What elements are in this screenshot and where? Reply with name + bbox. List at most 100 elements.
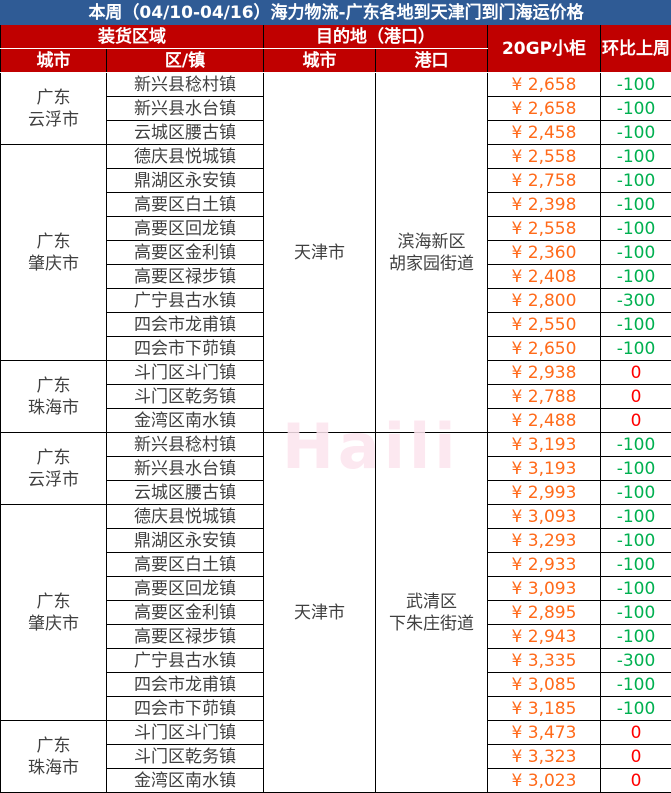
price-20gp: ¥ 2,938	[487, 360, 601, 385]
header-city: 城市	[0, 48, 107, 73]
table-row: 四会市下茆镇 ¥ 3,185 -100	[1, 696, 671, 721]
price-20gp: ¥ 3,293	[487, 528, 601, 553]
price-20gp: ¥ 3,093	[487, 576, 601, 601]
destination-city: 天津市	[263, 432, 376, 793]
district: 金湾区南水镇	[106, 768, 264, 793]
header-change: 环比上周	[599, 24, 671, 73]
district: 云城区腰古镇	[106, 120, 264, 145]
price-20gp: ¥ 2,458	[487, 120, 601, 145]
destination-port: 滨海新区 胡家园街道	[375, 72, 488, 433]
week-change: -100	[599, 696, 671, 721]
week-change: -100	[599, 72, 671, 97]
district: 广宁县古水镇	[106, 648, 264, 673]
week-change: -100	[599, 120, 671, 145]
week-change: -100	[599, 624, 671, 649]
district: 高要区金利镇	[106, 240, 264, 265]
week-change: -100	[599, 600, 671, 625]
origin-city: 广东 珠海市	[0, 360, 107, 433]
week-change: -100	[599, 192, 671, 217]
price-20gp: ¥ 2,943	[487, 624, 601, 649]
table-row: 新兴县水台镇 ¥ 2,658 -100	[1, 96, 671, 121]
table-row: 斗门区乾务镇 ¥ 2,788 0	[1, 384, 671, 409]
header-dest-city: 城市	[263, 48, 376, 73]
destination-city: 天津市	[263, 72, 376, 433]
table-row: 四会市龙甫镇 ¥ 2,550 -100	[1, 312, 671, 337]
table-row: 广东 珠海市 斗门区斗门镇 ¥ 3,473 0	[0, 720, 671, 793]
week-change: 0	[599, 384, 671, 409]
price-20gp: ¥ 2,408	[487, 264, 601, 289]
district: 四会市下茆镇	[106, 336, 264, 361]
table-row: 广宁县古水镇 ¥ 3,335 -300	[1, 648, 671, 673]
price-20gp: ¥ 2,550	[487, 312, 601, 337]
district: 德庆县悦城镇	[106, 144, 264, 169]
page-title: 本周（04/10-04/16）海力物流-广东各地到天津门到门海运价格	[0, 0, 671, 25]
price-20gp: ¥ 2,650	[487, 336, 601, 361]
table-row: 广东 肇庆市 德庆县悦城镇 ¥ 3,093 -100	[0, 504, 671, 721]
district: 德庆县悦城镇	[106, 504, 264, 529]
table-row: 斗门区乾务镇 ¥ 3,323 0	[1, 744, 671, 769]
table-row: 广东 肇庆市 德庆县悦城镇 ¥ 2,558 -100	[0, 144, 671, 361]
price-20gp: ¥ 2,800	[487, 288, 601, 313]
district: 金湾区南水镇	[106, 408, 264, 433]
origin-city: 广东 珠海市	[0, 720, 107, 793]
district: 鼎湖区永安镇	[106, 528, 264, 553]
district: 斗门区乾务镇	[106, 744, 264, 769]
week-change: 0	[599, 408, 671, 433]
header-destination: 目的地（港口）	[263, 24, 488, 49]
district: 高要区回龙镇	[106, 576, 264, 601]
week-change: -100	[599, 480, 671, 505]
week-change: -100	[599, 504, 671, 529]
week-change: -100	[599, 240, 671, 265]
district: 鼎湖区永安镇	[106, 168, 264, 193]
week-change: -100	[599, 432, 671, 457]
week-change: 0	[599, 744, 671, 769]
district: 高要区回龙镇	[106, 216, 264, 241]
price-20gp: ¥ 2,758	[487, 168, 601, 193]
header-port: 港口	[375, 48, 488, 73]
price-20gp: ¥ 3,323	[487, 744, 601, 769]
price-20gp: ¥ 2,993	[487, 480, 601, 505]
price-20gp: ¥ 3,335	[487, 648, 601, 673]
header-district: 区/镇	[106, 48, 264, 73]
week-change: -100	[599, 336, 671, 361]
week-change: -100	[599, 96, 671, 121]
week-change: -100	[599, 672, 671, 697]
week-change: 0	[599, 360, 671, 385]
table-row: 新兴县水台镇 ¥ 3,193 -100	[1, 456, 671, 481]
price-20gp: ¥ 3,193	[487, 432, 601, 457]
district: 高要区白土镇	[106, 552, 264, 577]
district: 四会市龙甫镇	[106, 672, 264, 697]
price-20gp: ¥ 3,193	[487, 456, 601, 481]
price-20gp: ¥ 2,558	[487, 144, 601, 169]
week-change: -100	[599, 456, 671, 481]
price-20gp: ¥ 2,658	[487, 96, 601, 121]
table-row: 鼎湖区永安镇 ¥ 2,758 -100	[1, 168, 671, 193]
price-20gp: ¥ 2,658	[487, 72, 601, 97]
table-row: 高要区金利镇 ¥ 2,360 -100	[1, 240, 671, 265]
table-row: 高要区白土镇 ¥ 2,398 -100	[1, 192, 671, 217]
table-row: 四会市下茆镇 ¥ 2,650 -100	[1, 336, 671, 361]
origin-city: 广东 肇庆市	[0, 504, 107, 721]
table-row: 四会市龙甫镇 ¥ 3,085 -100	[1, 672, 671, 697]
week-change: -100	[599, 264, 671, 289]
table-row: 金湾区南水镇 ¥ 2,488 0	[1, 408, 671, 433]
district: 新兴县稔村镇	[106, 72, 264, 97]
price-20gp: ¥ 3,093	[487, 504, 601, 529]
district: 云城区腰古镇	[106, 480, 264, 505]
week-change: -100	[599, 168, 671, 193]
origin-city: 广东 云浮市	[0, 432, 107, 505]
header-price: 20GP小柜	[487, 24, 601, 73]
district: 广宁县古水镇	[106, 288, 264, 313]
week-change: -100	[599, 552, 671, 577]
table-row: 金湾区南水镇 ¥ 3,023 0	[1, 768, 671, 793]
price-20gp: ¥ 2,788	[487, 384, 601, 409]
price-20gp: ¥ 3,085	[487, 672, 601, 697]
table-row: 广东 云浮市 新兴县稔村镇 天津市 武清区 下朱庄街道 ¥ 3,193 -100	[0, 432, 671, 793]
district: 新兴县稔村镇	[106, 432, 264, 457]
price-20gp: ¥ 2,360	[487, 240, 601, 265]
price-20gp: ¥ 2,895	[487, 600, 601, 625]
table-row: 高要区回龙镇 ¥ 3,093 -100	[1, 576, 671, 601]
table-row: 广东 云浮市 新兴县稔村镇 天津市 滨海新区 胡家园街道 ¥ 2,658 -100	[0, 72, 671, 433]
table-row: 高要区禄步镇 ¥ 2,408 -100	[1, 264, 671, 289]
